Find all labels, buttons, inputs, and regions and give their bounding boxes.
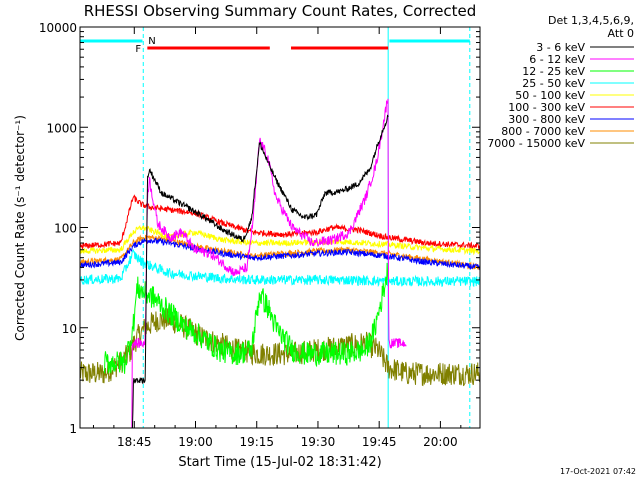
timestamp: 17-Oct-2021 07:42 bbox=[560, 467, 636, 476]
y-tick-label-2: 100 bbox=[54, 222, 77, 236]
legend-label-8: 7000 - 15000 keV bbox=[487, 137, 585, 150]
x-axis-ticks: 18:45 19:00 19:15 19:30 19:45 20:00 bbox=[92, 27, 462, 449]
y-tick-label-4: 10000 bbox=[39, 21, 77, 35]
x-tick-label-5: 20:00 bbox=[423, 435, 458, 449]
legend-label-3: 25 - 50 keV bbox=[522, 77, 585, 90]
legend-title-line-1: Det 1,3,4,5,6,9, bbox=[548, 14, 634, 27]
y-tick-label-0: 1 bbox=[69, 422, 77, 436]
legend-title-line-2: Att 0 bbox=[608, 27, 634, 40]
legend-label-7: 800 - 7000 keV bbox=[501, 125, 585, 138]
y-tick-label-3: 1000 bbox=[46, 121, 77, 135]
x-axis-label: Start Time (15-Jul-02 18:31:42) bbox=[178, 455, 381, 470]
series-line-5 bbox=[80, 194, 480, 250]
legend-label-5: 100 - 300 keV bbox=[508, 101, 585, 114]
x-tick-label-3: 19:30 bbox=[301, 435, 336, 449]
x-tick-label-4: 19:45 bbox=[362, 435, 397, 449]
flare-flag-label: F bbox=[135, 44, 141, 55]
chart-title: RHESSI Observing Summary Count Rates, Co… bbox=[84, 2, 477, 20]
x-tick-label-0: 18:45 bbox=[117, 435, 152, 449]
y-axis-label: Corrected Count Rate (s⁻¹ detector⁻¹) bbox=[13, 115, 27, 341]
series-line-2 bbox=[103, 262, 389, 374]
legend-label-6: 300 - 800 keV bbox=[508, 113, 585, 126]
series-line-1 bbox=[131, 98, 407, 428]
legend-label-1: 6 - 12 keV bbox=[529, 53, 585, 66]
plot-area: FN bbox=[80, 27, 480, 428]
legend-label-0: 3 - 6 keV bbox=[536, 41, 585, 54]
series-line-0 bbox=[131, 114, 389, 428]
night-label: N bbox=[148, 36, 155, 47]
y-tick-label-1: 10 bbox=[62, 322, 77, 336]
legend-label-4: 50 - 100 keV bbox=[515, 89, 585, 102]
legend-label-2: 12 - 25 keV bbox=[522, 65, 585, 78]
y-axis-ticks: 1 10 100 1000 10000 bbox=[39, 21, 480, 436]
series-line-8 bbox=[80, 308, 480, 387]
x-tick-label-2: 19:15 bbox=[239, 435, 274, 449]
x-tick-label-1: 19:00 bbox=[178, 435, 213, 449]
